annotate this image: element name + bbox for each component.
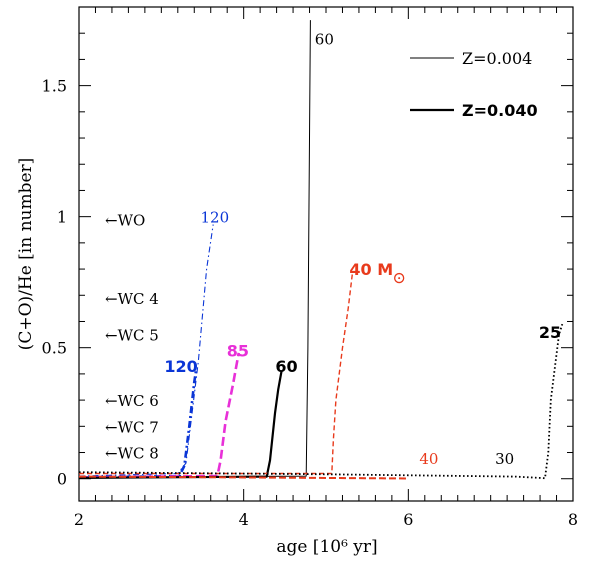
ticks: 2 4 6 8 0 0.5 1 1.5 bbox=[42, 7, 578, 529]
series-annotation: 30 bbox=[495, 450, 514, 468]
series-annotation: 40 M bbox=[349, 260, 393, 279]
series-annotation: 120 bbox=[201, 209, 230, 227]
legend-label: Z=0.040 bbox=[462, 101, 538, 120]
series-annotation: 25 bbox=[539, 323, 561, 342]
sun-symbol-dot bbox=[398, 277, 401, 280]
wc-label: ←WC 8 bbox=[105, 445, 159, 463]
wc-label: ←WC 4 bbox=[105, 290, 159, 308]
x-axis-title: age [10⁶ yr] bbox=[276, 537, 377, 557]
series-annotation: 120 bbox=[164, 357, 197, 376]
wc-label: ←WO bbox=[105, 211, 145, 229]
series-annotation: 85 bbox=[227, 341, 249, 360]
x-tick-label: 8 bbox=[568, 510, 578, 529]
wc-label: ←WC 7 bbox=[105, 418, 159, 436]
labels-layer: ←WO ←WC 4 ←WC 5 ←WC 6 ←WC 7 ←WC 8 60 120 40 M 85 1… bbox=[105, 30, 561, 467]
y-tick-label: 0.5 bbox=[42, 339, 67, 358]
series-annotation: 40 bbox=[419, 450, 438, 468]
sun-symbol bbox=[394, 272, 405, 284]
wc-label: ←WC 6 bbox=[105, 392, 159, 410]
wc-label: ←WC 5 bbox=[105, 327, 159, 345]
series-annotation: 60 bbox=[315, 30, 334, 48]
series-layer bbox=[78, 20, 564, 480]
y-tick-label: 0 bbox=[57, 470, 67, 489]
y-tick-label: 1.5 bbox=[42, 77, 67, 96]
x-tick-label: 2 bbox=[74, 510, 84, 529]
y-axis-title: (C+O)/He [in number] bbox=[16, 158, 36, 351]
series-annotation: 60 bbox=[275, 357, 297, 376]
legend-label: Z=0.004 bbox=[462, 49, 532, 68]
series-line-2 bbox=[78, 371, 198, 479]
series-line-1 bbox=[78, 224, 214, 477]
legend: Z=0.004 Z=0.040 bbox=[410, 49, 538, 120]
x-tick-label: 6 bbox=[403, 510, 413, 529]
y-tick-label: 1 bbox=[57, 208, 67, 227]
series-line-7 bbox=[78, 475, 409, 480]
series-line-3 bbox=[78, 352, 240, 479]
x-tick-label: 4 bbox=[239, 510, 249, 529]
